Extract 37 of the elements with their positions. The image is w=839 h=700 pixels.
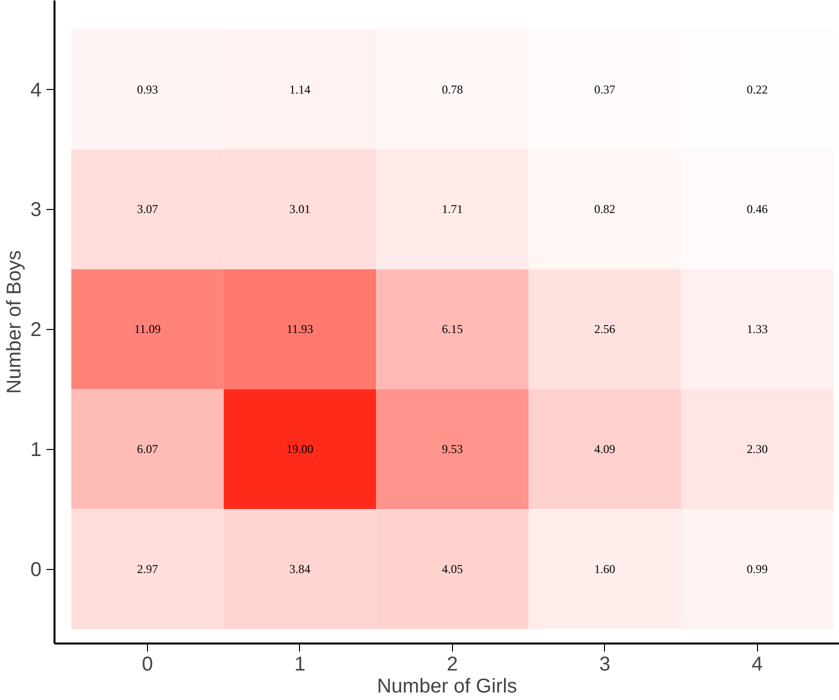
y-tick-label: 0 — [30, 559, 42, 582]
data-label: 0.37 — [594, 82, 616, 96]
data-label: 2.97 — [136, 562, 158, 576]
y-axis-title: Number of Boys — [3, 250, 26, 394]
y-tick-label: 2 — [30, 319, 42, 342]
y-tick-label: 4 — [30, 79, 42, 102]
data-label: 11.93 — [286, 322, 314, 336]
data-label: 1.33 — [746, 322, 768, 336]
data-label: 3.01 — [289, 202, 310, 216]
x-tick-label: 4 — [752, 654, 763, 676]
data-label: 19.00 — [286, 442, 314, 456]
data-label: 4.05 — [442, 562, 463, 576]
y-tick-label: 1 — [30, 439, 42, 462]
x-axis-title: Number of Girls — [376, 676, 518, 698]
data-label: 6.07 — [136, 442, 158, 456]
data-label: 0.22 — [746, 82, 768, 96]
data-label: 9.53 — [442, 442, 463, 456]
data-label: 4.09 — [594, 442, 616, 456]
x-tick-label: 3 — [599, 654, 610, 676]
x-tick-label: 1 — [294, 654, 306, 676]
data-label: 0.82 — [594, 202, 616, 216]
data-label: 0.99 — [746, 562, 768, 576]
data-label: 11.09 — [134, 322, 161, 336]
data-label: 6.15 — [442, 322, 463, 336]
data-label: 1.71 — [442, 202, 463, 216]
data-label: 2.30 — [746, 442, 768, 456]
data-label: 0.78 — [442, 82, 463, 96]
data-label: 2.56 — [594, 322, 616, 336]
data-label: 0.46 — [746, 202, 768, 216]
x-tick-label: 2 — [446, 654, 458, 676]
y-tick-label: 3 — [30, 199, 42, 222]
data-label: 3.07 — [136, 202, 158, 216]
x-tick-label: 0 — [142, 654, 154, 676]
data-label: 3.84 — [289, 562, 310, 576]
data-label: 0.93 — [136, 82, 158, 96]
data-label: 1.14 — [289, 82, 310, 96]
data-label: 1.60 — [594, 562, 616, 576]
